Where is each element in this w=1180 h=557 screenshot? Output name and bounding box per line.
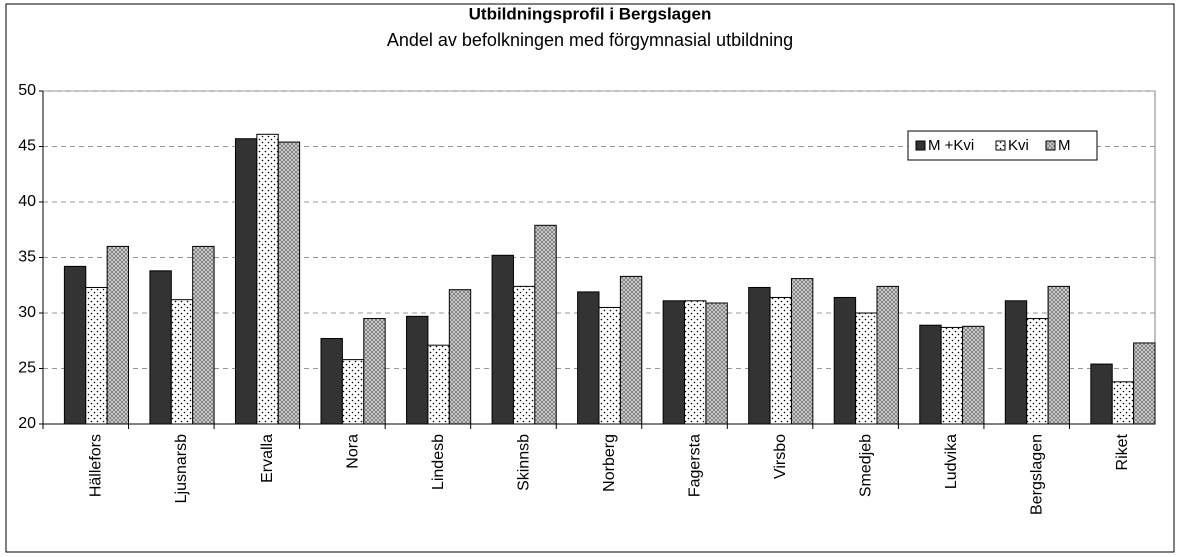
bar	[940, 326, 964, 425]
bar	[85, 286, 108, 425]
bar	[855, 312, 878, 425]
bar	[748, 286, 771, 425]
legend-swatch	[995, 140, 1006, 151]
bar	[1026, 318, 1049, 425]
x-tick-label: Bergslagen	[1029, 434, 1046, 515]
bar	[1111, 381, 1135, 425]
bar	[320, 338, 343, 425]
x-tick-label: Virsbo	[772, 434, 789, 479]
bar	[63, 265, 87, 425]
bar	[833, 296, 857, 425]
bar	[106, 245, 130, 425]
bar	[192, 245, 215, 425]
bar	[427, 344, 450, 425]
bar	[1133, 342, 1156, 425]
x-tick-label: Smedjeb	[858, 434, 875, 497]
y-tick-label: 45	[18, 138, 36, 155]
bar	[919, 324, 942, 425]
bar	[341, 359, 365, 425]
chart-title: Utbildningsprofil i Bergslagen	[469, 4, 712, 23]
bar	[876, 285, 899, 425]
x-tick-label: Hällefors	[88, 434, 105, 497]
bar	[277, 141, 301, 425]
y-tick-label: 40	[18, 193, 36, 210]
bar	[598, 306, 621, 425]
bar	[512, 285, 536, 425]
bar	[256, 133, 279, 425]
x-tick-label: Lindesb	[430, 434, 447, 490]
bar	[448, 289, 472, 425]
x-tick-label: Ljusnarsb	[173, 434, 190, 503]
legend-label: Kvi	[1008, 137, 1029, 154]
x-tick-label: Norberg	[601, 434, 618, 492]
x-tick-label: Nora	[344, 434, 361, 469]
bar	[1047, 285, 1070, 425]
bar	[534, 224, 557, 425]
x-tick-label: Ludvika	[943, 434, 960, 489]
y-tick-label: 25	[18, 360, 36, 377]
bar	[1004, 300, 1028, 425]
bar	[406, 315, 429, 425]
bar	[962, 325, 985, 425]
x-tick-label: Fagersta	[686, 434, 703, 497]
legend-swatch	[915, 140, 926, 151]
y-tick-label: 50	[18, 82, 36, 99]
y-tick-label: 20	[18, 415, 36, 432]
y-tick-label: 35	[18, 249, 36, 266]
legend-label: M	[1058, 137, 1071, 154]
bar	[619, 275, 643, 425]
legend-swatch	[1045, 140, 1056, 151]
bar	[149, 270, 172, 425]
x-tick-label: Skinnsb	[515, 434, 532, 491]
bar	[577, 291, 600, 425]
y-tick-label: 30	[18, 304, 36, 321]
bar	[234, 138, 258, 425]
bar	[491, 254, 514, 425]
bar	[662, 300, 686, 425]
x-tick-label: Riket	[1114, 433, 1131, 470]
x-tick-label: Ervalla	[259, 434, 276, 483]
bar	[769, 296, 792, 425]
bar	[790, 278, 814, 425]
bar	[170, 299, 194, 425]
bar	[1090, 363, 1113, 425]
legend-label: M +Kvi	[928, 137, 974, 154]
bar	[705, 302, 728, 425]
bar	[684, 300, 707, 425]
bar	[363, 318, 386, 425]
chart-subtitle: Andel av befolkningen med förgymnasial u…	[387, 30, 793, 50]
